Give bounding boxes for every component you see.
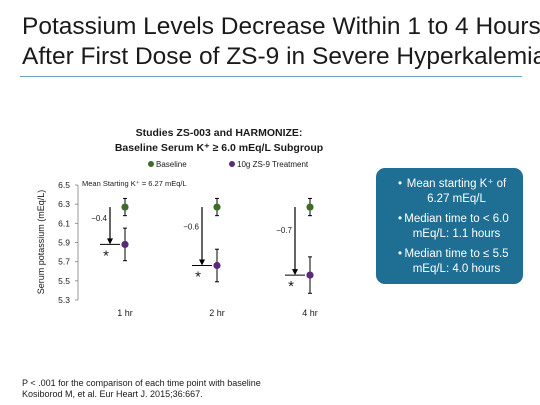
treatment-point (306, 271, 314, 279)
y-axis-label: Serum potassium (mEq/L) (36, 190, 46, 295)
significance-mark: * (195, 269, 201, 286)
chart-title-line-2: Baseline Serum K⁺ ≥ 6.0 mEq/L Subgroup (115, 142, 323, 154)
x-tick-label: 4 hr (302, 308, 318, 318)
legend-label-treatment: 10g ZS-9 Treatment (237, 160, 309, 169)
summary-bullet: Median time to ≤ 5.5 mEq/L: 4.0 hours (384, 247, 515, 277)
change-arrow-head (199, 259, 205, 266)
change-arrow-head (107, 238, 113, 245)
baseline-point (121, 203, 129, 211)
chart-marks: −0.4 * −0.6 * −0.7 * (91, 197, 314, 295)
footnote: P < .001 for the comparison of each time… (22, 378, 261, 400)
slide-title-line-2: After First Dose of ZS-9 in Severe Hyper… (22, 43, 540, 70)
baseline-point (306, 203, 314, 211)
change-arrow-head (292, 269, 298, 276)
title-divider (20, 76, 522, 77)
summary-bullet: Mean starting K⁺ of 6.27 mEq/L (384, 177, 515, 207)
y-tick-label: 5.5 (58, 276, 70, 286)
legend-label-baseline: Baseline (156, 160, 187, 169)
change-label: −0.4 (91, 214, 107, 223)
y-tick-label: 5.3 (58, 295, 70, 305)
y-tick-label: 6.3 (58, 199, 70, 209)
inset-note: Mean Starting K⁺ = 6.27 mEq/L (82, 179, 187, 188)
treatment-point (121, 240, 129, 249)
chart-title-line-1: Studies ZS-003 and HARMONIZE: (136, 127, 303, 139)
legend-marker-baseline (148, 161, 154, 167)
y-tick-label: 5.9 (58, 238, 70, 248)
summary-box: Mean starting K⁺ of 6.27 mEq/L Median ti… (376, 168, 523, 284)
y-tick-label: 6.5 (58, 180, 70, 190)
y-tick-label: 5.7 (58, 257, 70, 267)
slide-title-line-1: Potassium Levels Decrease Within 1 to 4 … (22, 13, 540, 40)
y-tick-label: 6.1 (58, 218, 70, 228)
summary-bullet: Median time to < 6.0 mEq/L: 1.1 hours (384, 212, 515, 242)
chart-legend: Baseline 10g ZS-9 Treatment (148, 160, 309, 169)
slide-title: Potassium Levels Decrease Within 1 to 4 … (22, 12, 540, 72)
significance-mark: * (288, 278, 294, 295)
footnote-line-2: Kosiborod M, et al. Eur Heart J. 2015;36… (22, 389, 203, 399)
x-tick-label: 1 hr (117, 308, 133, 318)
baseline-point (213, 203, 221, 211)
change-label: −0.7 (276, 226, 292, 235)
y-axis-ticks: 6.5 6.3 6.1 5.9 5.7 5.5 5.3 (58, 180, 78, 305)
significance-mark: * (103, 247, 109, 264)
change-label: −0.6 (183, 222, 199, 231)
footnote-line-1: P < .001 for the comparison of each time… (22, 378, 261, 388)
summary-list: Mean starting K⁺ of 6.27 mEq/L Median ti… (384, 177, 515, 277)
treatment-point (213, 261, 221, 270)
x-axis-labels: 1 hr 2 hr 4 hr (117, 308, 318, 318)
x-tick-label: 2 hr (209, 308, 225, 318)
legend-marker-treatment (229, 161, 235, 167)
